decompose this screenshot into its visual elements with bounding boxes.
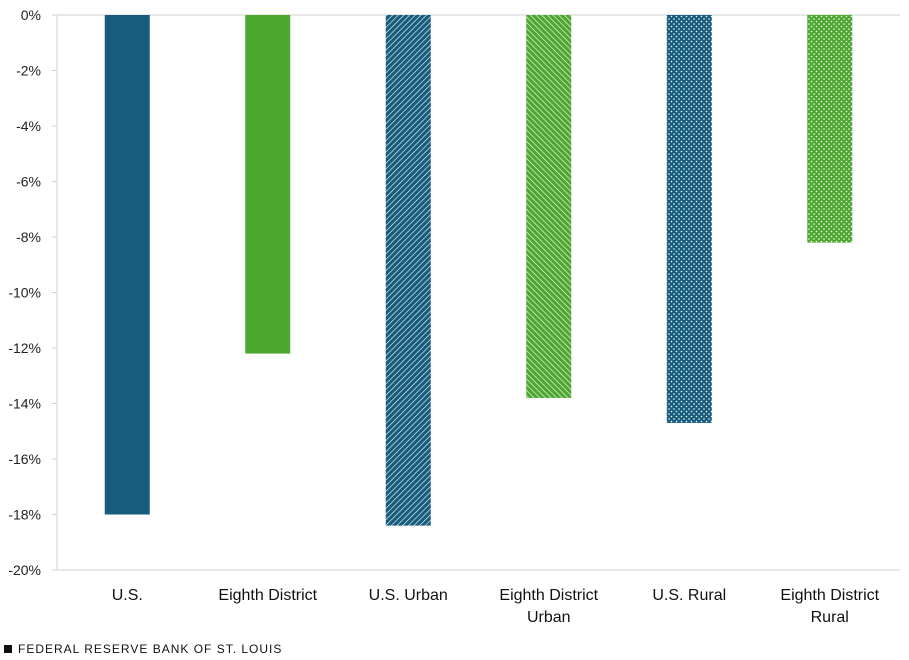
bar [104, 15, 150, 515]
y-tick-label: -8% [16, 229, 41, 245]
x-tick-label: U.S. [112, 587, 143, 604]
y-tick-label: -10% [8, 285, 41, 301]
bar [807, 15, 853, 243]
y-tick-label: -12% [8, 340, 41, 356]
y-tick-label: -2% [16, 63, 41, 79]
x-tick-label: Eighth District Rural [780, 587, 879, 626]
y-tick-label: -6% [16, 174, 41, 190]
y-tick-label: -18% [8, 507, 41, 523]
y-tick-label: -4% [16, 118, 41, 134]
bar [666, 15, 712, 423]
bar [245, 15, 291, 354]
x-tick-label: U.S. Urban [369, 587, 448, 604]
y-tick-label: -16% [8, 451, 41, 467]
y-tick-label: -14% [8, 396, 41, 412]
x-tick-label: U.S. Rural [652, 587, 726, 604]
footer: FEDERAL RESERVE BANK OF ST. LOUIS [4, 642, 282, 656]
y-axis: 0% -2% -4% -6% -8% -10% -12% -14% -16% -18% -20% [8, 7, 900, 578]
square-icon [4, 645, 12, 653]
footer-source: FEDERAL RESERVE BANK OF ST. LOUIS [18, 642, 283, 656]
y-tick-label: -20% [8, 562, 41, 578]
bars-group [104, 15, 853, 526]
x-tick-label: Eighth District [218, 587, 317, 604]
bar [385, 15, 431, 526]
x-axis-labels: U.S. Eighth District U.S. Urban Eighth Dist… [112, 587, 880, 626]
y-tick-label: 0% [21, 7, 41, 23]
x-tick-label: Eighth District Urban [499, 587, 598, 626]
bar [526, 15, 572, 398]
bar-chart: 0% -2% -4% -6% -8% -10% -12% -14% -16% -18% -20% U… [8, 7, 900, 626]
